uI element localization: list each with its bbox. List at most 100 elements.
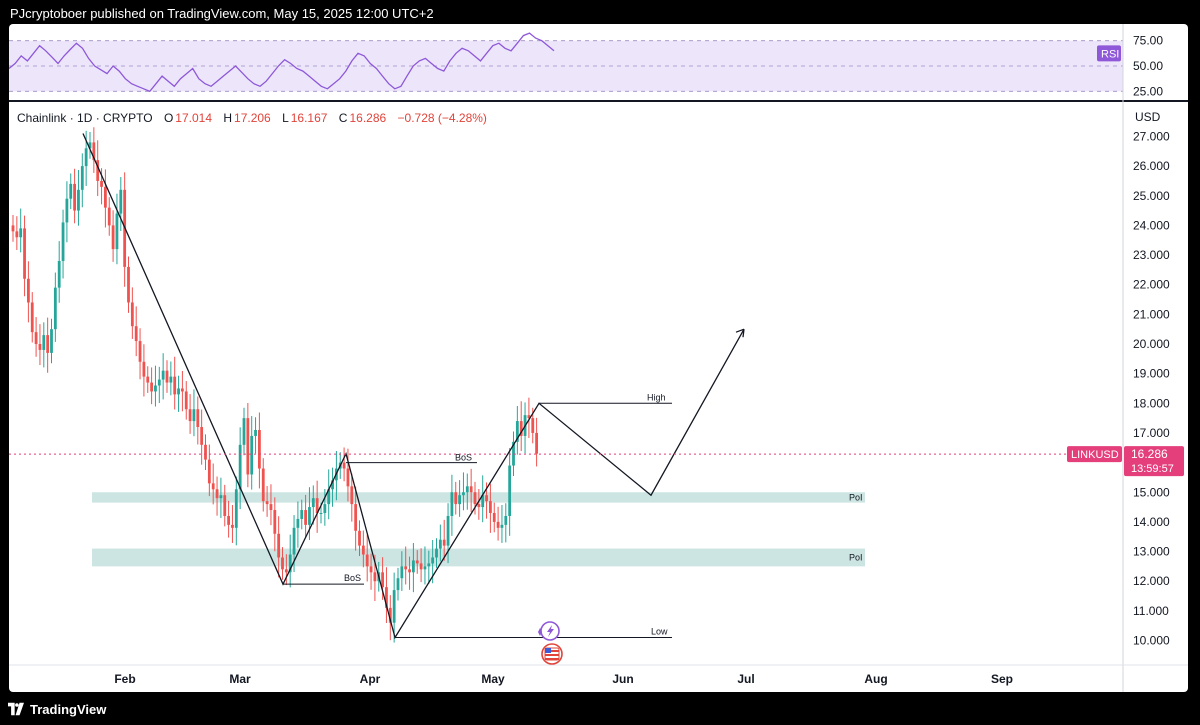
candle-body xyxy=(431,557,435,564)
price-tick-label: 17.000 xyxy=(1133,426,1170,440)
low-label: L xyxy=(282,111,289,125)
change-value: −0.728 (−4.28%) xyxy=(397,111,487,125)
price-tick-label: 18.000 xyxy=(1133,396,1170,410)
date-tick-label: Mar xyxy=(229,672,251,686)
date-tick-label: Jul xyxy=(737,672,754,686)
date-tick-label: Feb xyxy=(114,672,135,686)
candle-body xyxy=(177,388,180,395)
candle-body xyxy=(481,495,485,508)
candle-body xyxy=(350,486,354,505)
candle-body xyxy=(369,566,373,573)
candle-body xyxy=(361,545,365,555)
rsi-tick-label: 25.00 xyxy=(1133,84,1163,98)
price-tick-label: 25.000 xyxy=(1133,189,1170,203)
arrow-head xyxy=(735,328,745,338)
candle-body xyxy=(53,287,57,330)
candle-body xyxy=(188,409,192,422)
candle-body xyxy=(11,225,15,232)
date-tick-label: May xyxy=(481,672,505,686)
candle-body xyxy=(134,326,138,342)
candle-body xyxy=(392,590,396,623)
price-tag-bg xyxy=(1124,446,1184,477)
candle-body xyxy=(57,260,61,288)
bos-upper-label: BoS xyxy=(455,453,472,463)
candle-body xyxy=(223,495,227,516)
poi-zone-label: PoI xyxy=(849,552,863,562)
us-flag-icon[interactable] xyxy=(541,643,563,665)
candle-body xyxy=(327,489,331,505)
symbol-name: Chainlink · 1D · CRYPTO xyxy=(17,111,153,125)
rsi-badge[interactable]: RSI xyxy=(1097,45,1121,62)
tradingview-logo-icon xyxy=(8,702,24,716)
rsi-line xyxy=(9,32,555,93)
date-axis[interactable]: Feb Mar Apr May Jun Jul Aug Sep xyxy=(114,672,1013,686)
candle-body xyxy=(231,524,234,528)
candle-body xyxy=(527,415,531,419)
candle-body xyxy=(196,409,200,428)
candle-body xyxy=(408,569,411,573)
candle-body xyxy=(519,421,523,436)
candle-body xyxy=(315,498,319,514)
tradingview-footer: TradingView xyxy=(8,700,106,718)
candle-body xyxy=(435,548,438,558)
date-tick-label: Sep xyxy=(991,672,1013,686)
candle-body xyxy=(404,566,408,570)
candle-body xyxy=(458,495,461,505)
candle-body xyxy=(150,382,153,392)
candle-body xyxy=(61,222,65,261)
candle-body xyxy=(27,278,30,303)
candle-body xyxy=(419,563,423,570)
candle-body xyxy=(80,166,84,190)
candle-body xyxy=(284,569,288,573)
candle-body xyxy=(119,189,123,214)
rsi-tick-label: 50.00 xyxy=(1133,59,1163,73)
candle-body xyxy=(535,432,538,454)
candle-body xyxy=(242,418,246,445)
currency-label[interactable]: USD xyxy=(1135,110,1161,124)
price-tick-label: 11.000 xyxy=(1133,604,1169,618)
candle-body xyxy=(73,183,76,211)
candle-body xyxy=(100,180,103,187)
candle-body xyxy=(192,409,196,422)
rsi-badge-label: RSI xyxy=(1101,48,1119,60)
candle-body xyxy=(500,524,504,528)
candle-body xyxy=(184,391,188,410)
price-tick-label: 24.000 xyxy=(1133,218,1170,232)
candle-body xyxy=(438,539,442,549)
chart-canvas[interactable]: 75.00 50.00 25.00 RSI PoI PoI BoS BoS High Low… xyxy=(9,24,1188,692)
candle-body xyxy=(211,483,215,490)
price-tick-label: 14.000 xyxy=(1133,515,1170,529)
rsi-axis: 75.00 50.00 25.00 xyxy=(1133,34,1163,99)
trend-drawings: BoS BoS High Low xyxy=(82,133,745,640)
price-tick-label: 26.000 xyxy=(1133,159,1170,173)
price-tick-label: 15.000 xyxy=(1133,485,1170,499)
candle-body xyxy=(165,370,169,383)
candle-body xyxy=(485,495,488,502)
event-icons[interactable] xyxy=(538,621,563,665)
candle-body xyxy=(323,504,327,514)
chart-panel[interactable]: 75.00 50.00 25.00 RSI PoI PoI BoS BoS High Low… xyxy=(9,24,1188,692)
candle-body xyxy=(396,578,400,591)
candle-body xyxy=(96,160,100,181)
low-value: 16.167 xyxy=(290,111,328,125)
candle-body xyxy=(169,376,173,383)
candle-body xyxy=(146,376,150,383)
footer-brand: TradingView xyxy=(30,701,107,717)
lightning-icon[interactable] xyxy=(538,621,560,641)
symbol-legend[interactable]: Chainlink · 1D · CRYPTO O 17.014 H 17.206 … xyxy=(17,111,489,125)
candle-body xyxy=(381,572,384,588)
candle-body xyxy=(412,560,415,573)
candle-body xyxy=(508,465,512,516)
price-tick-label: 22.000 xyxy=(1133,278,1170,292)
candle-body xyxy=(388,607,392,623)
candle-body xyxy=(23,228,26,279)
candle-body xyxy=(215,489,219,499)
candle-body xyxy=(277,533,281,558)
price-tick-label: 21.000 xyxy=(1133,307,1170,321)
price-axis[interactable]: 27.000 26.000 25.000 24.000 23.000 22.000 21.0… xyxy=(1133,129,1170,647)
date-tick-label: Aug xyxy=(864,672,887,686)
candle-body xyxy=(269,504,273,511)
candle-body xyxy=(42,335,46,350)
candle-body xyxy=(254,429,257,436)
